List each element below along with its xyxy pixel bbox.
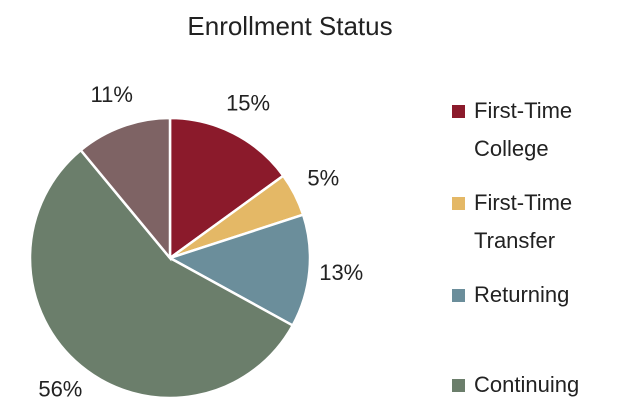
legend-entry: Continuing — [452, 366, 602, 404]
data-label: 5% — [307, 166, 339, 191]
legend-label: First-Time Transfer — [474, 190, 573, 253]
pie-slice — [166, 213, 312, 328]
legend-label: Continuing — [474, 372, 580, 397]
legend-swatch — [452, 105, 465, 118]
legend-swatch — [452, 289, 465, 302]
legend-swatch — [452, 379, 465, 392]
legend-entry: First-Time Transfer — [452, 184, 602, 260]
legend-label: Returning — [474, 282, 570, 307]
legend-entry: First-Time College — [452, 92, 602, 168]
data-label: 11% — [91, 82, 133, 107]
legend-label: First-Time College — [474, 98, 573, 161]
pie-slice — [168, 116, 286, 261]
data-label: 56% — [38, 376, 82, 401]
pie-slice — [28, 148, 295, 400]
chart-title: Enrollment Status — [187, 11, 392, 41]
legend-entry: Returning — [452, 276, 602, 314]
data-label: 15% — [226, 91, 270, 116]
legend-swatch — [452, 197, 465, 210]
pie-slice — [79, 116, 172, 262]
data-label: 13% — [319, 260, 363, 285]
